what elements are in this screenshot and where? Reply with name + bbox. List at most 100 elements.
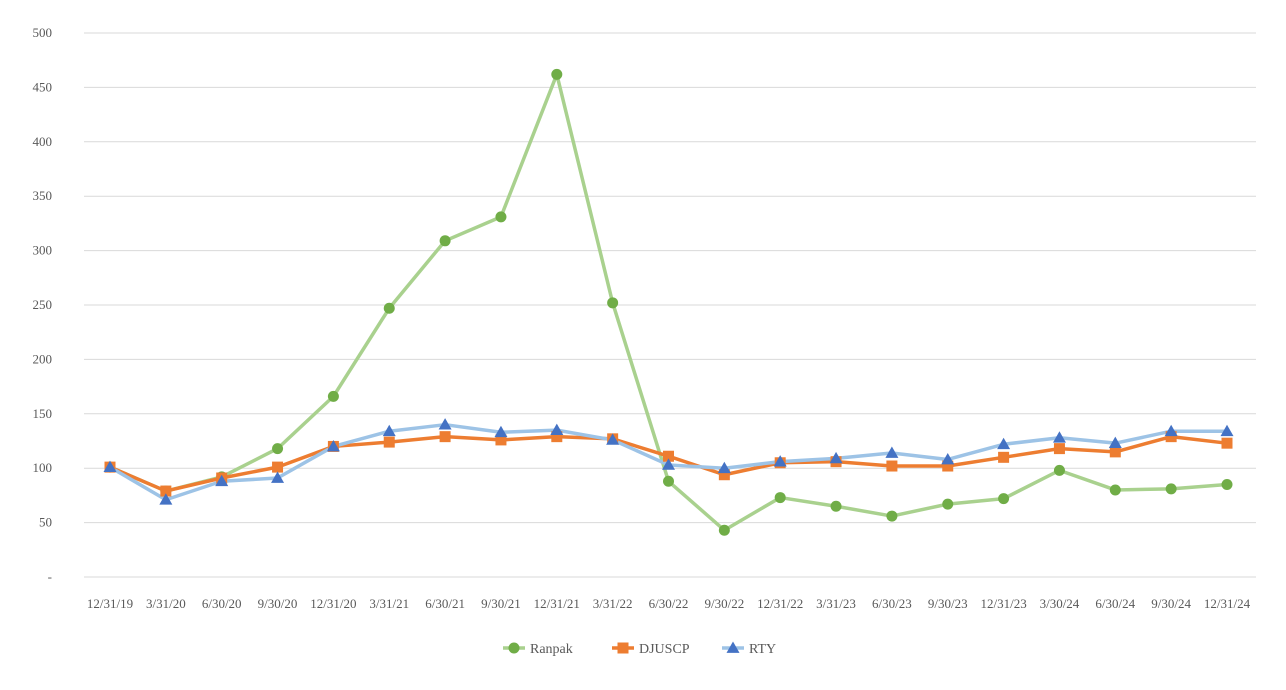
data-point-rty <box>997 437 1011 450</box>
data-point-rty <box>438 418 452 430</box>
x-axis-tick-labels: 12/31/19 3/31/20 6/30/20 9/30/20 12/31/20 3/3… <box>87 596 1251 611</box>
x-tick-label: 9/30/23 <box>928 596 968 611</box>
x-tick-label: 6/30/20 <box>202 596 242 611</box>
data-point-ranpak <box>272 443 284 455</box>
y-tick-label: 250 <box>33 297 53 312</box>
data-point-rty <box>1108 436 1122 449</box>
y-tick-label: 350 <box>33 188 53 203</box>
legend-label: DJUSCP <box>639 642 690 657</box>
data-point-rty <box>606 433 620 445</box>
x-tick-label: 3/31/22 <box>593 596 633 611</box>
x-tick-label: 12/31/20 <box>310 596 356 611</box>
series-markers <box>103 68 1234 536</box>
legend-swatch-marker <box>726 641 740 653</box>
data-point-rty <box>103 460 117 472</box>
data-point-djuscp <box>495 434 507 446</box>
data-point-rty <box>271 471 285 483</box>
data-point-rty <box>326 439 340 452</box>
data-point-djuscp <box>383 436 395 448</box>
data-point-djuscp <box>439 431 451 443</box>
data-point-ranpak <box>439 235 451 247</box>
x-tick-label: 12/31/23 <box>980 596 1026 611</box>
x-tick-label: 6/30/22 <box>649 596 689 611</box>
data-point-rty <box>1052 431 1066 443</box>
data-point-rty <box>885 446 899 458</box>
data-point-rty <box>1164 424 1178 437</box>
y-tick-label: 150 <box>33 406 53 421</box>
data-point-djuscp <box>272 461 284 473</box>
data-point-rty <box>1220 424 1234 437</box>
data-point-rty <box>717 461 731 474</box>
y-tick-label: 300 <box>33 243 53 258</box>
legend-label: Ranpak <box>530 642 573 657</box>
data-point-rty <box>159 493 173 505</box>
y-tick-label: 100 <box>33 460 53 475</box>
data-point-ranpak <box>1165 483 1177 495</box>
data-point-djuscp <box>942 460 954 472</box>
data-point-ranpak <box>718 524 730 536</box>
x-tick-label: 12/31/19 <box>87 596 133 611</box>
data-point-rty <box>215 474 229 487</box>
x-tick-label: 3/31/20 <box>146 596 186 611</box>
y-tick-label: 400 <box>33 134 53 149</box>
data-point-ranpak <box>327 390 339 402</box>
data-point-ranpak <box>942 498 954 510</box>
data-point-rty <box>382 424 396 437</box>
data-point-ranpak <box>1221 479 1233 491</box>
legend-item-djuscp: DJUSCP <box>612 642 690 657</box>
data-point-ranpak <box>551 68 563 80</box>
data-point-djuscp <box>998 451 1010 463</box>
x-tick-label: 12/31/24 <box>1204 596 1251 611</box>
data-point-djuscp <box>160 485 172 497</box>
data-point-ranpak <box>607 297 619 309</box>
data-point-ranpak <box>495 211 507 223</box>
legend-item-ranpak: Ranpak <box>503 642 573 657</box>
x-tick-label: 3/30/24 <box>1040 596 1080 611</box>
data-point-ranpak <box>663 475 674 487</box>
data-point-ranpak <box>998 493 1010 505</box>
data-point-ranpak <box>886 510 898 522</box>
data-point-djuscp <box>663 450 674 462</box>
x-tick-label: 6/30/23 <box>872 596 912 611</box>
x-tick-label: 9/30/24 <box>1151 596 1191 611</box>
x-tick-label: 9/30/22 <box>704 596 744 611</box>
data-point-ranpak <box>774 492 786 504</box>
legend-item-rty: RTY <box>722 641 776 657</box>
data-point-djuscp <box>1165 431 1177 443</box>
data-point-djuscp <box>1109 446 1121 458</box>
x-tick-label: 6/30/24 <box>1095 596 1135 611</box>
data-point-ranpak <box>1053 464 1065 476</box>
data-point-ranpak <box>1109 484 1121 496</box>
gridlines <box>84 32 1256 578</box>
data-point-ranpak <box>383 302 395 314</box>
data-point-djuscp <box>718 469 730 481</box>
data-point-rty <box>773 455 787 467</box>
x-tick-label: 3/31/21 <box>369 596 409 611</box>
y-tick-label: 50 <box>39 515 52 530</box>
legend: Ranpak DJUSCP RTY <box>503 641 776 657</box>
data-point-rty <box>662 458 675 470</box>
data-point-rty <box>550 423 564 435</box>
y-tick-label: 200 <box>33 351 53 366</box>
data-point-ranpak <box>830 500 842 512</box>
data-point-djuscp <box>551 431 563 443</box>
x-tick-label: 9/30/20 <box>258 596 298 611</box>
x-tick-label: 6/30/21 <box>425 596 465 611</box>
y-tick-label: - <box>48 569 52 584</box>
y-tick-label: 450 <box>33 79 53 94</box>
legend-label: RTY <box>749 642 776 657</box>
data-point-rty <box>829 451 843 464</box>
y-tick-label: 500 <box>33 25 53 40</box>
data-point-djuscp <box>1221 437 1233 449</box>
x-tick-label: 12/31/21 <box>534 596 580 611</box>
y-axis-tick-labels: - 50 100 150 200 250 300 350 400 450 500 <box>33 25 53 584</box>
data-point-rty <box>494 425 508 438</box>
legend-swatch-marker <box>617 642 629 654</box>
data-point-djuscp <box>886 460 898 472</box>
data-point-rty <box>941 452 955 465</box>
legend-swatch-marker <box>508 642 520 654</box>
x-tick-label: 12/31/22 <box>757 596 803 611</box>
x-tick-label: 9/30/21 <box>481 596 521 611</box>
data-point-djuscp <box>1053 443 1065 455</box>
